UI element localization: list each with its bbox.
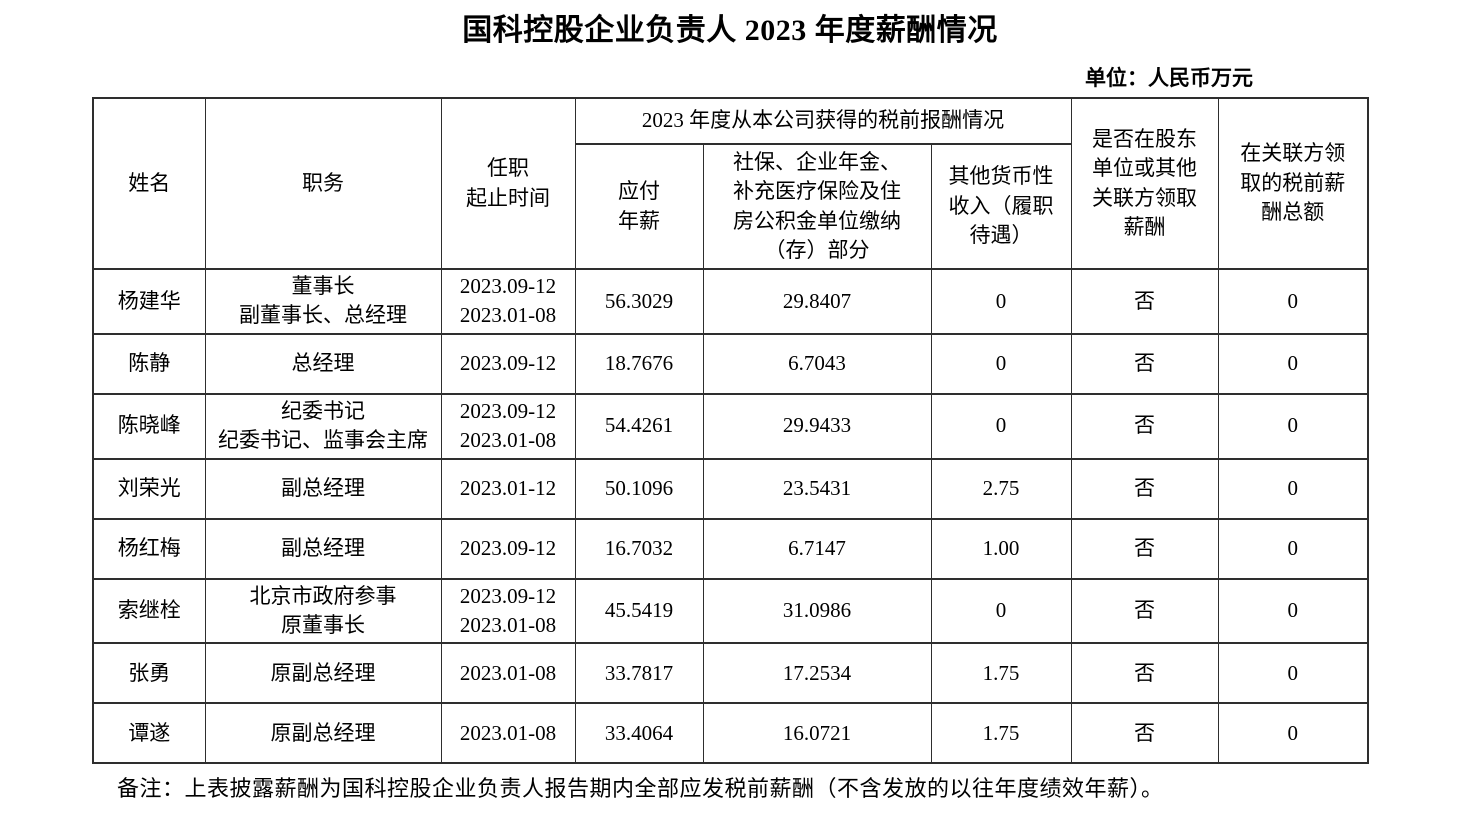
cell-social: 29.9433: [702, 392, 932, 460]
header-social-column: 社保、企业年金、 补充医疗保险及住 房公积金单位缴纳 （存）部分: [702, 143, 932, 270]
table-row: 杨建华 董事长 副董事长、总经理 2023.09-12 2023.01-08 5…: [92, 268, 1369, 335]
cell-related-total: 0: [1217, 332, 1369, 395]
cell-related-total: 0: [1217, 702, 1369, 765]
cell-position: 原副总经理: [204, 702, 442, 765]
cell-other-income: 1.75: [930, 642, 1072, 705]
cell-related-total: 0: [1217, 577, 1369, 645]
cell-term: 2023.09-12: [440, 332, 576, 395]
table-body: 杨建华 董事长 副董事长、总经理 2023.09-12 2023.01-08 5…: [92, 268, 1369, 765]
cell-term: 2023.01-08: [440, 642, 576, 705]
table-row: 杨红梅 副总经理 2023.09-12 16.7032 6.7147 1.00 …: [92, 517, 1369, 580]
header-name-column: 姓名: [92, 97, 206, 270]
cell-name: 张勇: [92, 642, 206, 705]
cell-related-flag: 否: [1070, 577, 1219, 645]
cell-position: 总经理: [204, 332, 442, 395]
cell-other-income: 0: [930, 577, 1072, 645]
cell-social: 17.2534: [702, 642, 932, 705]
cell-position: 副总经理: [204, 517, 442, 580]
cell-name: 陈静: [92, 332, 206, 395]
header-related-party-total-column: 在关联方领 取的税前薪 酬总额: [1217, 97, 1369, 270]
cell-term: 2023.09-12: [440, 517, 576, 580]
cell-name: 索继栓: [92, 577, 206, 645]
cell-position: 副总经理: [204, 457, 442, 520]
cell-related-total: 0: [1217, 517, 1369, 580]
cell-position: 董事长 副董事长、总经理: [204, 268, 442, 335]
cell-other-income: 0: [930, 392, 1072, 460]
cell-related-flag: 否: [1070, 642, 1219, 705]
header-salary-column: 应付 年薪: [574, 143, 704, 270]
cell-name: 杨红梅: [92, 517, 206, 580]
cell-name: 刘荣光: [92, 457, 206, 520]
cell-salary: 33.4064: [574, 702, 704, 765]
cell-salary: 50.1096: [574, 457, 704, 520]
cell-term: 2023.01-12: [440, 457, 576, 520]
table-row: 张勇 原副总经理 2023.01-08 33.7817 17.2534 1.75…: [92, 642, 1369, 705]
header-term-column: 任职 起止时间: [440, 97, 576, 270]
cell-name: 杨建华: [92, 268, 206, 335]
unit-label: 单位：人民币万元: [1085, 66, 1253, 90]
cell-related-flag: 否: [1070, 457, 1219, 520]
cell-position: 北京市政府参事 原董事长: [204, 577, 442, 645]
table-row: 陈静 总经理 2023.09-12 18.7676 6.7043 0 否 0: [92, 332, 1369, 395]
cell-other-income: 1.00: [930, 517, 1072, 580]
cell-other-income: 0: [930, 268, 1072, 335]
cell-related-total: 0: [1217, 392, 1369, 460]
cell-term: 2023.01-08: [440, 702, 576, 765]
table-row: 刘荣光 副总经理 2023.01-12 50.1096 23.5431 2.75…: [92, 457, 1369, 520]
cell-name: 谭遂: [92, 702, 206, 765]
cell-salary: 45.5419: [574, 577, 704, 645]
cell-salary: 18.7676: [574, 332, 704, 395]
header-row-group: 姓名 职务 任职 起止时间 2023 年度从本公司获得的税前报酬情况 是否在股东…: [92, 97, 1369, 270]
cell-other-income: 0: [930, 332, 1072, 395]
cell-related-flag: 否: [1070, 332, 1219, 395]
footnote: 备注：上表披露薪酬为国科控股企业负责人报告期内全部应发税前薪酬（不含发放的以往年…: [117, 776, 1164, 801]
cell-social: 29.8407: [702, 268, 932, 335]
cell-social: 6.7147: [702, 517, 932, 580]
header-row-sub: 应付 年薪 社保、企业年金、 补充医疗保险及住 房公积金单位缴纳 （存）部分 其…: [93, 143, 1368, 270]
cell-term: 2023.09-12 2023.01-08: [440, 268, 576, 335]
cell-name: 陈晓峰: [92, 392, 206, 460]
cell-social: 23.5431: [702, 457, 932, 520]
header-pretax-group: 2023 年度从本公司获得的税前报酬情况: [574, 97, 1072, 145]
cell-position: 纪委书记 纪委书记、监事会主席: [204, 392, 442, 460]
cell-related-total: 0: [1217, 457, 1369, 520]
page-title: 国科控股企业负责人 2023 年度薪酬情况: [462, 14, 998, 47]
cell-social: 31.0986: [702, 577, 932, 645]
cell-social: 16.0721: [702, 702, 932, 765]
header-position-column: 职务: [204, 97, 442, 270]
cell-related-flag: 否: [1070, 392, 1219, 460]
cell-salary: 16.7032: [574, 517, 704, 580]
cell-related-flag: 否: [1070, 268, 1219, 335]
cell-position: 原副总经理: [204, 642, 442, 705]
cell-other-income: 1.75: [930, 702, 1072, 765]
table-row: 索继栓 北京市政府参事 原董事长 2023.09-12 2023.01-08 4…: [92, 577, 1369, 645]
cell-other-income: 2.75: [930, 457, 1072, 520]
cell-term: 2023.09-12 2023.01-08: [440, 577, 576, 645]
table-header: 姓名 职务 任职 起止时间 2023 年度从本公司获得的税前报酬情况 是否在股东…: [92, 97, 1369, 270]
header-related-party-flag-column: 是否在股东 单位或其他 关联方领取 薪酬: [1070, 97, 1219, 270]
cell-social: 6.7043: [702, 332, 932, 395]
table-row: 谭遂 原副总经理 2023.01-08 33.4064 16.0721 1.75…: [92, 702, 1369, 765]
table-row: 陈晓峰 纪委书记 纪委书记、监事会主席 2023.09-12 2023.01-0…: [92, 392, 1369, 460]
cell-salary: 54.4261: [574, 392, 704, 460]
cell-related-total: 0: [1217, 642, 1369, 705]
cell-related-flag: 否: [1070, 517, 1219, 580]
header-other-income-column: 其他货币性 收入（履职 待遇）: [930, 143, 1072, 270]
cell-term: 2023.09-12 2023.01-08: [440, 392, 576, 460]
salary-table: 姓名 职务 任职 起止时间 2023 年度从本公司获得的税前报酬情况 是否在股东…: [92, 97, 1369, 765]
cell-related-total: 0: [1217, 268, 1369, 335]
cell-related-flag: 否: [1070, 702, 1219, 765]
cell-salary: 33.7817: [574, 642, 704, 705]
cell-salary: 56.3029: [574, 268, 704, 335]
